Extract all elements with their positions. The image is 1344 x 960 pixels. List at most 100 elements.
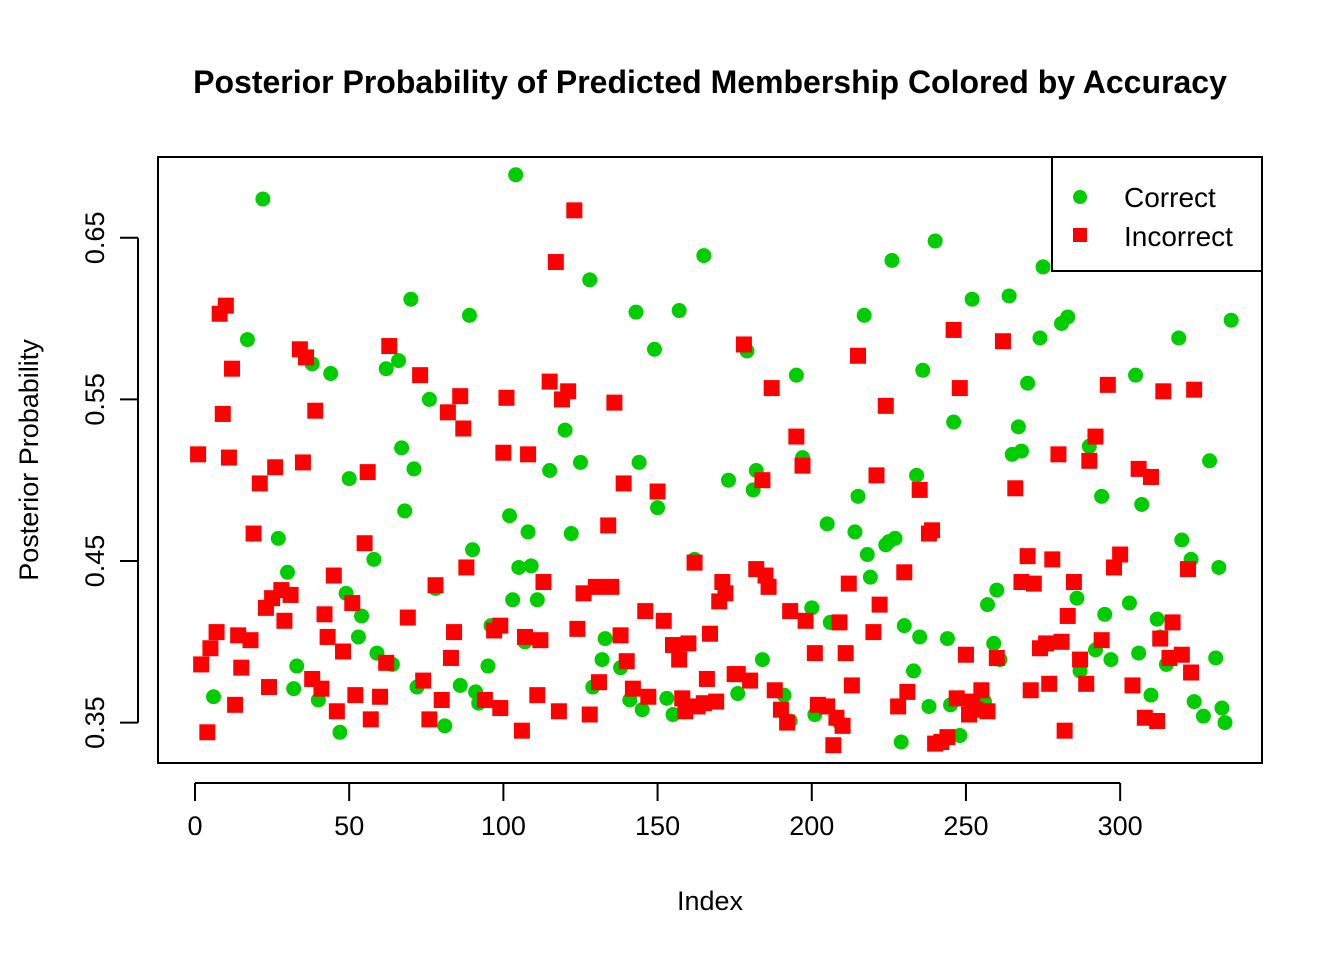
point-incorrect <box>421 711 438 728</box>
point-correct <box>523 558 539 574</box>
point-incorrect <box>840 575 857 592</box>
point-correct <box>986 635 1002 651</box>
point-incorrect <box>532 632 549 649</box>
point-incorrect <box>378 654 395 671</box>
point-incorrect <box>994 333 1011 350</box>
point-incorrect <box>276 612 293 629</box>
point-correct <box>1013 443 1029 459</box>
point-incorrect <box>581 706 598 723</box>
x-axis: 0 50 100 150 200 250 300 <box>187 782 1143 841</box>
point-incorrect <box>890 698 907 715</box>
point-incorrect <box>1099 376 1116 393</box>
point-incorrect <box>362 711 379 728</box>
point-incorrect <box>442 649 459 666</box>
point-correct <box>730 686 746 702</box>
point-incorrect <box>251 475 268 492</box>
point-correct <box>1121 595 1137 611</box>
point-incorrect <box>495 444 512 461</box>
point-incorrect <box>924 522 941 539</box>
y-tick-label: 0.65 <box>80 212 110 265</box>
point-incorrect <box>492 700 509 717</box>
point-incorrect <box>1093 632 1110 649</box>
point-incorrect <box>615 475 632 492</box>
point-incorrect <box>261 679 278 696</box>
point-correct <box>1223 312 1239 328</box>
point-correct <box>696 248 712 264</box>
point-incorrect <box>202 640 219 657</box>
point-incorrect <box>843 677 860 694</box>
point-correct <box>1217 715 1233 731</box>
point-correct <box>1202 453 1218 469</box>
point-incorrect <box>1056 722 1073 739</box>
point-incorrect <box>1186 381 1203 398</box>
point-incorrect <box>1044 551 1061 568</box>
point-incorrect <box>1072 651 1089 668</box>
point-correct <box>862 569 878 585</box>
point-incorrect <box>529 687 546 704</box>
point-incorrect <box>674 690 691 707</box>
point-correct <box>378 361 394 377</box>
point-incorrect <box>698 670 715 687</box>
x-tick-label: 100 <box>481 811 526 841</box>
point-incorrect <box>316 606 333 623</box>
point-incorrect <box>230 627 247 644</box>
point-correct <box>887 530 903 546</box>
point-correct <box>1035 259 1051 275</box>
point-correct <box>1103 652 1119 668</box>
y-axis-label: Posterior Probability <box>14 339 44 581</box>
point-incorrect <box>825 737 842 754</box>
point-correct <box>394 440 410 456</box>
point-correct <box>1094 488 1110 504</box>
point-correct <box>1097 606 1113 622</box>
point-incorrect <box>677 703 694 720</box>
point-incorrect <box>1065 574 1082 591</box>
point-correct <box>557 422 573 438</box>
point-incorrect <box>831 614 848 631</box>
point-incorrect <box>988 649 1005 666</box>
point-correct <box>354 608 370 624</box>
point-incorrect <box>702 625 718 642</box>
point-incorrect <box>664 637 681 654</box>
point-incorrect <box>513 722 530 739</box>
point-incorrect <box>806 645 823 662</box>
point-incorrect <box>282 586 299 603</box>
point-incorrect <box>566 202 583 219</box>
point-correct <box>1149 611 1165 627</box>
point-correct <box>912 629 928 645</box>
point-correct <box>502 508 518 524</box>
point-incorrect <box>399 609 416 626</box>
point-correct <box>508 167 524 183</box>
point-correct <box>631 454 647 470</box>
legend-circle-icon <box>1073 190 1087 204</box>
point-incorrect <box>199 724 216 741</box>
point-incorrect <box>948 690 965 707</box>
point-incorrect <box>680 635 697 652</box>
point-correct <box>1208 650 1224 666</box>
point-correct <box>437 718 453 734</box>
point-correct <box>572 454 588 470</box>
point-incorrect <box>1155 383 1172 400</box>
point-correct <box>397 503 413 519</box>
point-incorrect <box>1013 574 1030 591</box>
point-incorrect <box>217 297 234 314</box>
point-correct <box>646 341 662 357</box>
point-incorrect <box>328 703 345 720</box>
point-incorrect <box>717 585 734 602</box>
point-incorrect <box>850 347 867 364</box>
point-correct <box>511 559 527 575</box>
point-correct <box>1032 330 1048 346</box>
point-correct <box>884 252 900 268</box>
point-incorrect <box>307 402 324 419</box>
point-incorrect <box>603 578 620 595</box>
y-tick-label: 0.55 <box>80 373 110 426</box>
point-incorrect <box>1087 428 1104 445</box>
point-correct <box>671 303 687 319</box>
point-incorrect <box>1164 614 1181 631</box>
point-correct <box>421 391 437 407</box>
point-correct <box>1020 375 1036 391</box>
point-incorrect <box>547 254 564 271</box>
point-incorrect <box>945 321 962 338</box>
point-incorrect <box>535 574 552 591</box>
